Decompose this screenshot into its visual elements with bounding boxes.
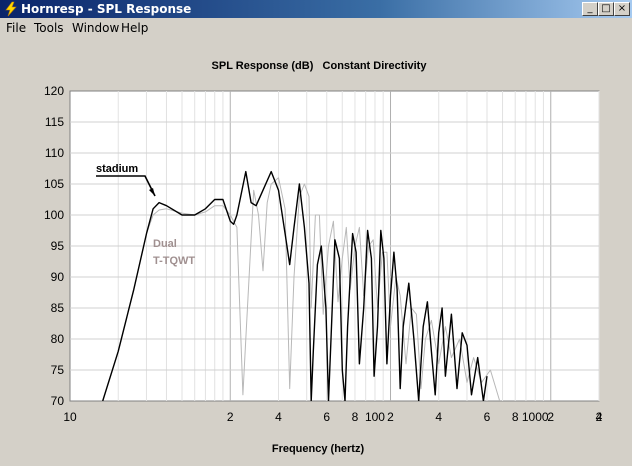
minimize-button[interactable]: _ [582,2,598,16]
series-layer [102,170,501,401]
y-tick-label: 120 [44,84,64,98]
y-tick-label: 105 [44,177,64,191]
y-tick-label: 115 [45,115,64,129]
annotation-stadium: stadium [96,163,138,175]
y-axis: 70 75 80 85 90 95 100 105 110 115 120 [44,84,64,408]
x-tick-label: 2 [387,410,394,424]
x-axis: 102468100246810002468100002 [63,410,603,424]
x-tick-label: 4 [596,410,603,424]
chart-title: SPL Response (dB) Constant Directivity [212,60,428,72]
y-tick-label: 95 [51,239,65,253]
stadium-callout: stadium [96,163,156,197]
series-dual-ttqwt-line [102,177,501,401]
annotation-t-tqwt: T-TQWT [153,255,195,267]
y-tick-label: 70 [51,394,65,408]
y-tick-label: 110 [45,146,64,160]
x-axis-label: Frequency (hertz) [272,443,365,455]
menu-window[interactable]: Window [72,21,120,35]
menu-bar: File Tools Window Help [0,18,632,38]
x-tick-label: 6 [484,410,491,424]
x-tick-label: 8 [352,410,359,424]
title-bar: Hornresp - SPL Response _ □ × [0,0,632,18]
annotation-dual: Dual [153,238,177,250]
window-title: Hornresp - SPL Response [21,2,192,16]
y-tick-label: 100 [44,208,64,222]
x-tick-label: 10 [63,410,77,424]
x-tick-label: 1000 [522,410,549,424]
menu-tools[interactable]: Tools [34,21,64,35]
maximize-button[interactable]: □ [598,2,614,16]
x-tick-label: 4 [275,410,282,424]
x-tick-label: 2 [547,410,554,424]
x-tick-label: 100 [365,410,385,424]
menu-file[interactable]: File [6,21,27,35]
x-tick-label: 2 [227,410,234,424]
x-tick-label: 2 [596,410,603,424]
menu-help[interactable]: Help [121,21,149,35]
close-button[interactable]: × [614,2,630,16]
y-tick-label: 90 [51,270,65,284]
x-tick-label: 8 [512,410,519,424]
y-tick-label: 85 [51,301,65,315]
x-tick-label: 6 [323,410,330,424]
series-stadium-line [102,170,488,401]
y-tick-label: 80 [51,332,65,346]
hornresp-app-icon [5,1,17,17]
x-tick-label: 4 [435,410,442,424]
y-tick-label: 75 [51,363,65,377]
spl-response-chart: SPL Response (dB) Constant Directivity 7… [44,60,603,455]
